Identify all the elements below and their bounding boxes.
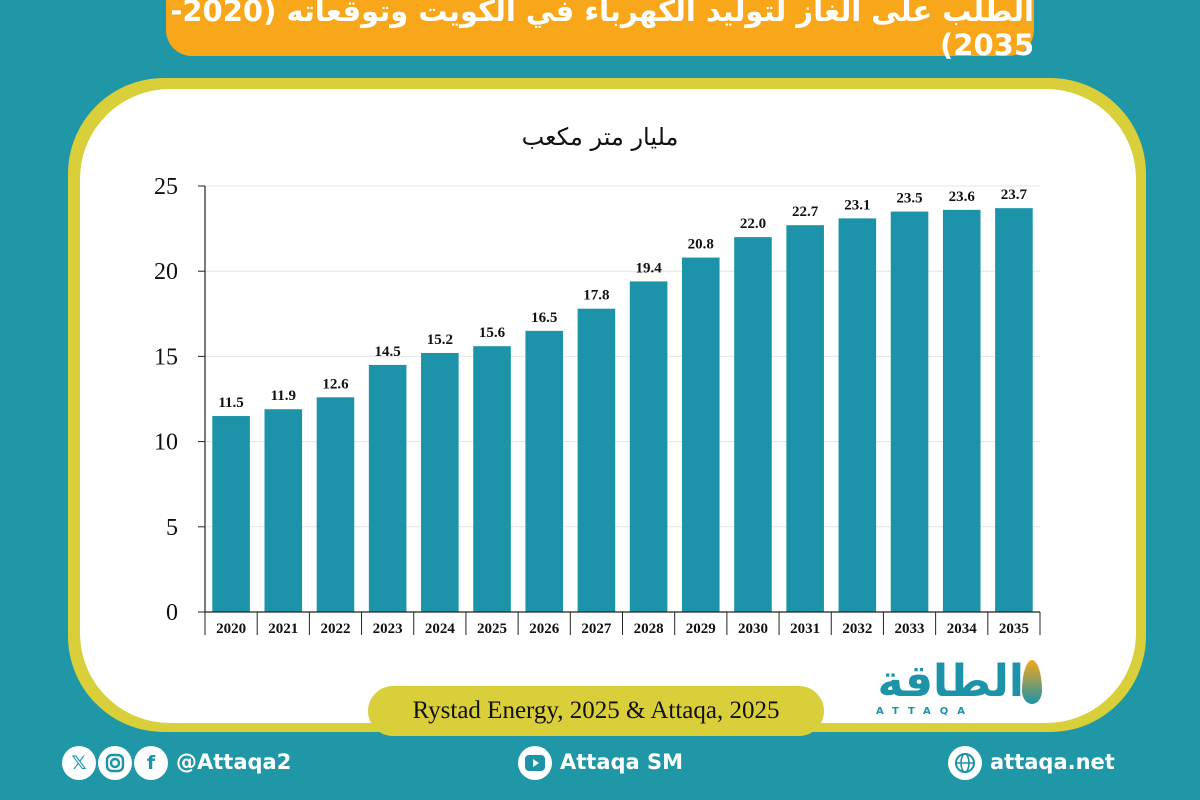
x-tick-label: 2030 <box>738 621 768 637</box>
title-banner: الطلب على الغاز لتوليد الكهرباء في الكوي… <box>166 0 1034 62</box>
bar-chart: مليار متر مكعب 11.5 11.912.614.515.2 15.61… <box>154 123 1041 637</box>
bar <box>316 397 355 612</box>
data-label: 23.6 <box>949 189 976 205</box>
bar <box>890 211 929 612</box>
data-label: 23.7 <box>1001 187 1028 203</box>
data-label: 14.5 <box>375 344 401 360</box>
footer: 𝕏 f @Attaqa2 Attaqa SM attaqa.net <box>0 742 1200 786</box>
x-tick-label: 2029 <box>686 621 716 637</box>
website-link[interactable]: attaqa.net <box>990 750 1115 774</box>
bar <box>368 364 407 612</box>
bar <box>264 409 303 612</box>
y-unit-label: مليار متر مكعب <box>522 123 679 151</box>
youtube-channel[interactable]: Attaqa SM <box>560 750 684 774</box>
x-tick-label: 2020 <box>216 621 246 637</box>
x-tick-label: 2022 <box>320 621 350 637</box>
x-tick-label: 2033 <box>895 621 925 637</box>
logo-arabic: الطاقة <box>877 656 1024 707</box>
facebook-icon[interactable]: f <box>134 746 168 780</box>
x-tick-label: 2026 <box>529 621 560 637</box>
bar <box>421 352 459 612</box>
bars <box>212 208 1033 612</box>
bar <box>473 346 511 612</box>
bar <box>681 257 720 612</box>
data-label: 22.0 <box>740 216 766 232</box>
data-label: 23.1 <box>844 197 870 213</box>
data-label: 22.7 <box>792 204 819 220</box>
data-label: 20.8 <box>688 237 714 253</box>
bar <box>786 225 824 612</box>
bar <box>525 330 564 612</box>
y-tick-label: 15 <box>154 344 178 370</box>
globe-icon[interactable] <box>948 746 982 780</box>
data-label: 23.5 <box>896 191 922 207</box>
data-labels: 11.5 11.9 12.6 14.5 15.2 15.6 16.5 17.8 19.4 20.8… <box>218 187 1027 411</box>
y-ticks: 0 5 10 15 20 25 <box>154 174 205 626</box>
axes <box>204 186 1040 613</box>
x-tick-label: 2021 <box>268 621 298 637</box>
y-tick-label: 20 <box>154 259 178 285</box>
data-label: 15.2 <box>427 332 453 348</box>
logo-latin: ATTAQA <box>876 706 975 717</box>
x-tick-label: 2028 <box>634 621 664 637</box>
drop-icon <box>1022 660 1042 704</box>
data-label: 19.4 <box>635 260 662 276</box>
instagram-icon[interactable] <box>98 746 132 780</box>
bar <box>734 237 772 612</box>
x-tick-label: 2034 <box>947 621 978 637</box>
data-label: 11.5 <box>218 395 243 411</box>
y-tick-label: 5 <box>166 515 178 541</box>
attaqa-logo: الطاقة ATTAQA <box>862 652 1042 724</box>
x-tick-label: 2031 <box>790 621 820 637</box>
social-handle[interactable]: @Attaqa2 <box>176 750 292 774</box>
data-label: 16.5 <box>531 310 557 326</box>
x-tick-label: 2024 <box>425 621 456 637</box>
data-label: 12.6 <box>322 376 349 392</box>
bar <box>838 218 877 612</box>
bar <box>212 416 250 612</box>
x-tick-label: 2035 <box>999 621 1029 637</box>
x-tick-label: 2025 <box>477 621 507 637</box>
data-label: 15.6 <box>479 325 506 341</box>
x-icon[interactable]: 𝕏 <box>62 746 96 780</box>
data-label: 17.8 <box>583 288 609 304</box>
bar <box>995 208 1033 612</box>
chart-title: الطلب على الغاز لتوليد الكهرباء في الكوي… <box>170 0 1034 62</box>
x-tick-label: 2023 <box>373 621 403 637</box>
x-tick-label: 2032 <box>842 621 872 637</box>
bar <box>629 281 668 612</box>
chart-card: مليار متر مكعب 11.5 11.9 12.6 14.5 15.2 15.6 1… <box>80 89 1136 723</box>
x-ticks: 2020 2021 2022 2023 2024 2025 2026 2027 2028 2029… <box>204 186 1041 637</box>
bar <box>577 308 616 612</box>
y-tick-label: 0 <box>166 600 178 626</box>
source-text: Rystad Energy, 2025 & Attaqa, 2025 <box>412 697 780 724</box>
youtube-icon[interactable] <box>518 746 552 780</box>
bar <box>942 209 981 612</box>
y-tick-label: 10 <box>154 430 178 456</box>
source-pill: Rystad Energy, 2025 & Attaqa, 2025 <box>368 686 824 736</box>
data-label: 11.9 <box>271 388 296 404</box>
y-tick-label: 25 <box>154 174 178 200</box>
x-tick-label: 2027 <box>581 621 612 637</box>
